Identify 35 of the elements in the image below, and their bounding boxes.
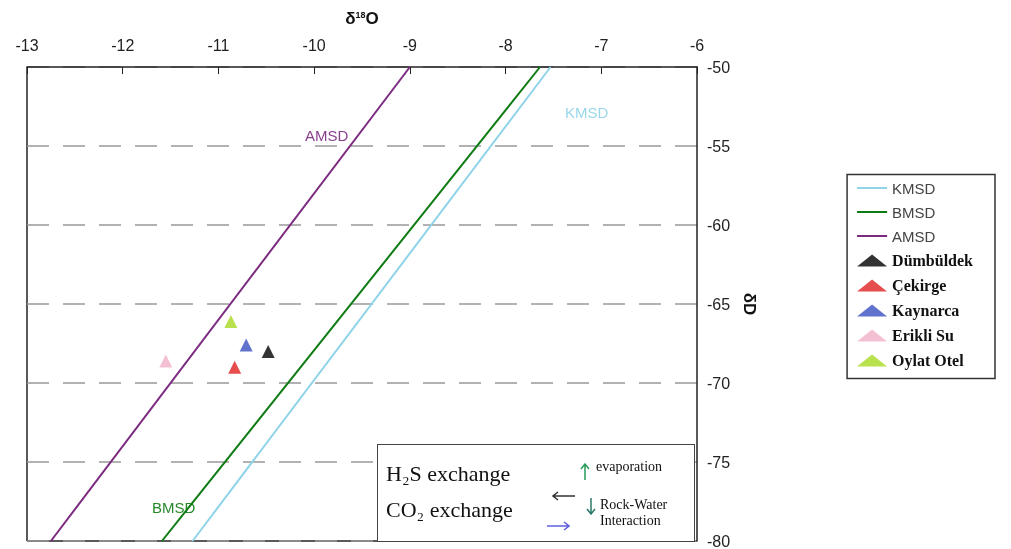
legend-label: Erikli Su bbox=[892, 327, 954, 344]
y-tick-label: -75 bbox=[707, 453, 731, 471]
y-tick-label: -55 bbox=[707, 137, 731, 155]
x-tick-label: -12 bbox=[111, 36, 135, 54]
x-tick-label: -8 bbox=[498, 36, 513, 54]
legend-label: KMSD bbox=[892, 179, 936, 197]
y-tick-label: -70 bbox=[707, 374, 731, 392]
annotation: H₂S exchange bbox=[386, 461, 511, 487]
annotation: Rock-Water Interaction bbox=[600, 497, 669, 529]
legend-label: Oylat Otel bbox=[892, 352, 965, 370]
legend-label: AMSD bbox=[892, 227, 936, 245]
point bbox=[239, 338, 253, 352]
point bbox=[261, 344, 275, 358]
legend-label: BMSD bbox=[892, 203, 936, 221]
point bbox=[228, 360, 242, 374]
annotation: evaporation bbox=[596, 459, 664, 475]
y-tick-label: -50 bbox=[707, 58, 731, 76]
y-tick-label: -60 bbox=[707, 216, 731, 234]
x-tick-label: -9 bbox=[402, 36, 418, 54]
y-tick-label: -80 bbox=[707, 532, 731, 549]
legend-label: Çekirge bbox=[892, 277, 947, 295]
x-tick-label: -7 bbox=[594, 36, 609, 54]
legend-label: Dümbüldek bbox=[892, 252, 974, 269]
annotation: CO₂ exchange bbox=[386, 497, 513, 523]
y-tick-label: -65 bbox=[707, 295, 731, 313]
y-axis-title: δD bbox=[740, 292, 760, 316]
x-tick-label: -6 bbox=[689, 36, 705, 54]
x-tick-label: -11 bbox=[207, 36, 230, 54]
point bbox=[224, 314, 238, 328]
point bbox=[159, 354, 173, 368]
annotation: AMSD bbox=[305, 127, 349, 144]
x-tick-label: -10 bbox=[302, 36, 326, 54]
x-tick-label: -13 bbox=[15, 36, 39, 54]
annotation: KMSD bbox=[565, 104, 609, 121]
legend-label: Kaynarca bbox=[892, 302, 960, 320]
